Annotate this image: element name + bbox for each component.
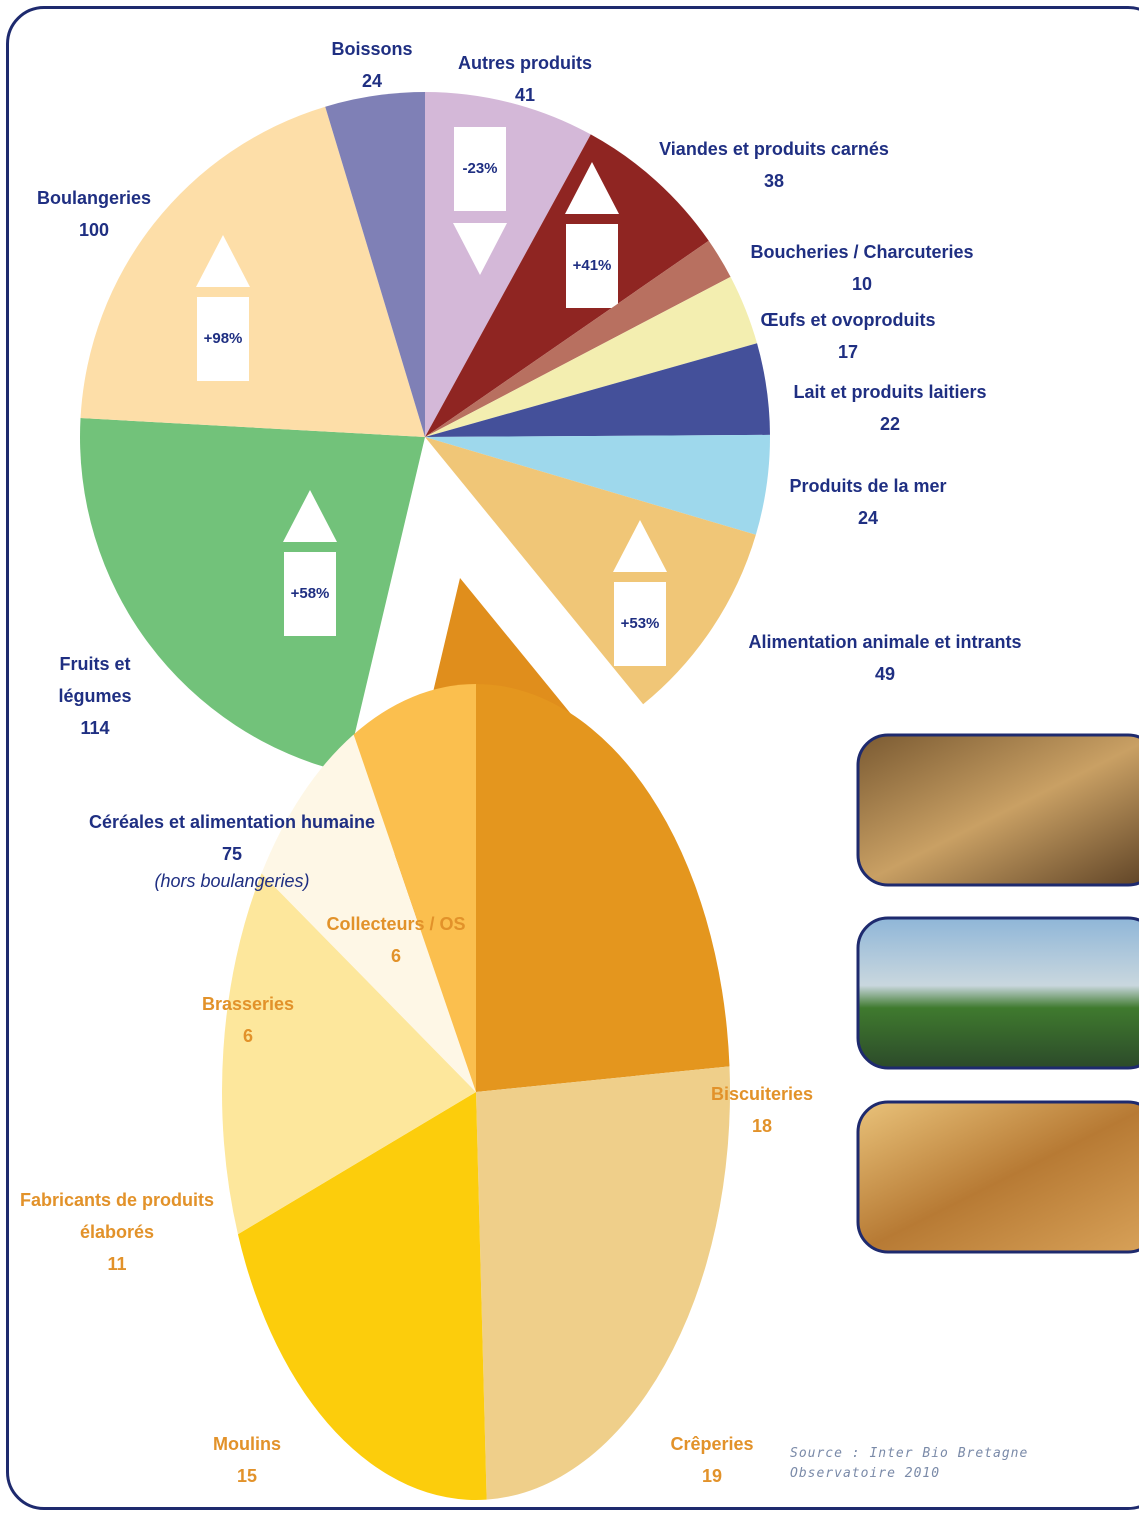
- category-name: Fabricants de produits élaborés: [17, 1184, 217, 1248]
- category-name: Fruits et légumes: [40, 648, 150, 712]
- category-name: Brasseries: [158, 988, 338, 1020]
- value-label: 6: [296, 940, 496, 972]
- category-name: Boucheries / Charcuteries: [702, 236, 1022, 268]
- value-label: 15: [157, 1460, 337, 1492]
- value-label: 17: [698, 336, 998, 368]
- note: (hors boulangeries): [52, 870, 412, 892]
- value-label: 22: [740, 408, 1040, 440]
- category-name: Lait et produits laitiers: [740, 376, 1040, 408]
- category-name: Collecteurs / OS: [296, 908, 496, 940]
- value-label: 18: [672, 1110, 852, 1142]
- category-name: Viandes et produits carnés: [614, 133, 934, 165]
- category-name: Alimentation animale et intrants: [705, 626, 1065, 658]
- value-label: 24: [738, 502, 998, 534]
- value-label: 6: [158, 1020, 338, 1052]
- category-name: Œufs et ovoproduits: [698, 304, 998, 336]
- category-name: Produits de la mer: [738, 470, 998, 502]
- value-label: 10: [702, 268, 1022, 300]
- source: Observatoire 2010: [790, 1466, 940, 1481]
- category-name: Moulins: [157, 1428, 337, 1460]
- category-name: Céréales et alimentation humaine: [52, 806, 412, 838]
- value-label: 49: [705, 658, 1065, 690]
- value-label: 114: [40, 712, 150, 744]
- category-name: Crêperies: [622, 1428, 802, 1460]
- source: Source : Inter Bio Bretagne: [790, 1446, 1028, 1461]
- page: -23%+41%+53%+43%+58%+98% Source : Inter …: [0, 0, 1139, 1520]
- category-name: Biscuiteries: [672, 1078, 852, 1110]
- value-label: 19: [622, 1460, 802, 1492]
- category-name: Boissons: [292, 33, 452, 65]
- value-label: 38: [614, 165, 934, 197]
- value-label: 24: [292, 65, 452, 97]
- value-label: 75: [52, 838, 412, 870]
- category-name: Boulangeries: [4, 182, 184, 214]
- value-label: 11: [17, 1248, 217, 1280]
- value-label: 100: [4, 214, 184, 246]
